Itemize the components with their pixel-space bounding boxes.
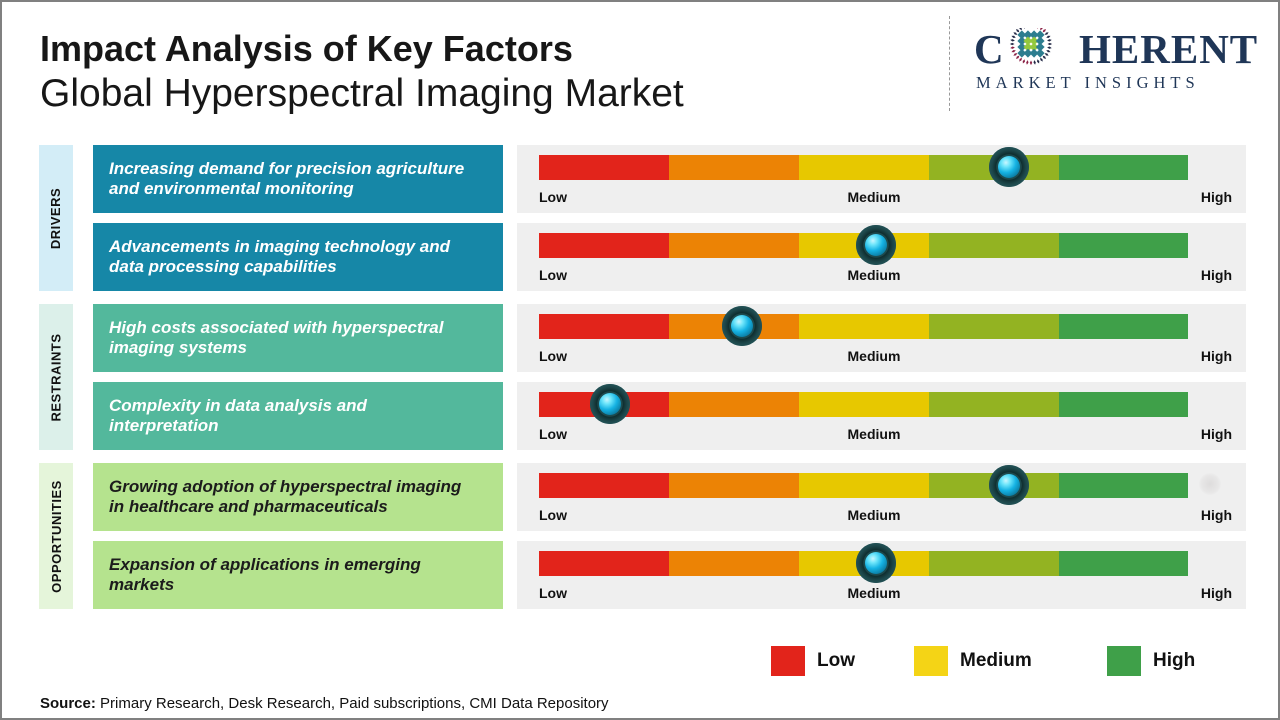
svg-text:HERENT: HERENT [1079,28,1258,72]
svg-text:MARKET INSIGHTS: MARKET INSIGHTS [976,73,1200,92]
svg-text:C: C [974,28,1005,72]
